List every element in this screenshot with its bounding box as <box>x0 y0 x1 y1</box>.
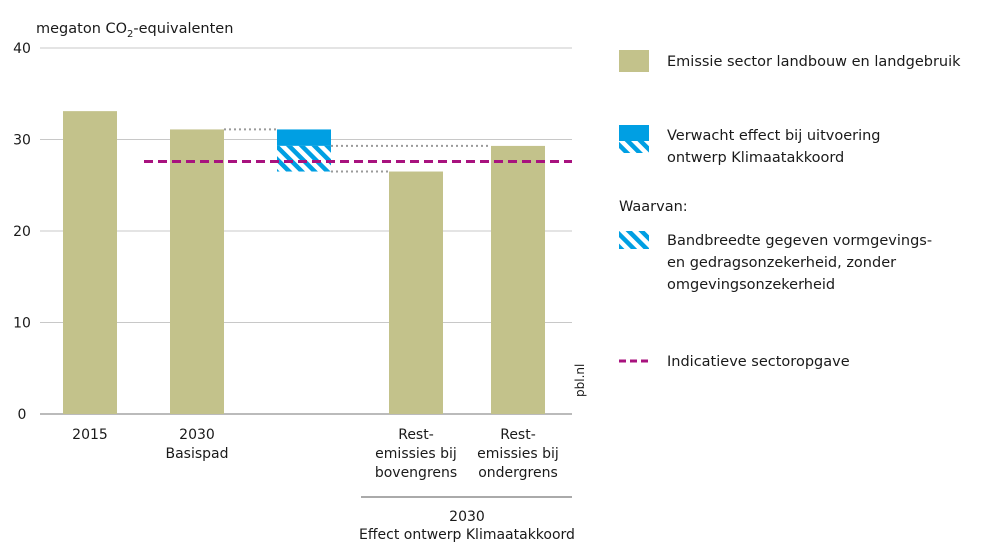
y-axis-title-suffix: -equivalenten <box>133 21 233 37</box>
legend: Emissie sector landbouw en landgebruik Ve… <box>619 50 961 370</box>
x-tick-label: 2030 <box>179 427 215 443</box>
x-tick-label: emissies bij <box>375 446 457 462</box>
y-axis-title: megaton CO2-equivalenten <box>36 21 233 40</box>
group-label: Effect ontwerp Klimaatakkoord <box>359 527 575 543</box>
x-tick-label: Basispad <box>165 446 228 462</box>
y-tick-label: 30 <box>13 133 31 149</box>
x-tick-label: Rest- <box>398 427 434 443</box>
legend-swatch-bar <box>619 50 649 72</box>
legend-swatch-effect-hatch <box>619 141 649 153</box>
legend-label: ontwerp Klimaatakkoord <box>667 150 844 166</box>
bar <box>491 145 545 414</box>
y-tick-label: 10 <box>13 316 31 332</box>
bar <box>170 129 224 414</box>
y-tick-label: 0 <box>18 407 27 423</box>
y-tick-labels: 0 10 20 30 40 <box>13 41 31 423</box>
legend-label: Indicatieve sectoropgave <box>667 354 850 370</box>
watermark: pbl.nl <box>573 364 587 397</box>
x-tick-label: emissies bij <box>477 446 559 462</box>
bar <box>63 111 117 414</box>
y-tick-label: 40 <box>13 41 31 57</box>
legend-label: Verwacht effect bij uitvoering <box>667 128 881 144</box>
legend-swatch-effect <box>619 125 649 141</box>
x-tick-label: ondergrens <box>478 465 558 481</box>
legend-label: omgevingsonzekerheid <box>667 277 835 293</box>
bar <box>389 171 443 414</box>
effect-range <box>277 129 331 172</box>
category-group: 2030 Effect ontwerp Klimaatakkoord <box>359 496 575 543</box>
legend-label: en gedragsonzekerheid, zonder <box>667 255 896 271</box>
x-tick-label: bovengrens <box>375 465 457 481</box>
x-tick-label: 2015 <box>72 427 108 443</box>
x-tick-label: Rest- <box>500 427 536 443</box>
legend-label: Waarvan: <box>619 199 688 215</box>
legend-label: Bandbreedte gegeven vormgevings- <box>667 233 932 249</box>
x-tick-labels: 2015 2030 Basispad Rest-emissies bij bovengr… <box>72 427 559 481</box>
effect-solid <box>277 129 331 146</box>
effect-hatched <box>277 145 331 172</box>
y-axis-title-prefix: megaton CO <box>36 21 127 37</box>
legend-swatch-hatch <box>619 231 649 249</box>
bars <box>63 111 545 414</box>
legend-label: Emissie sector landbouw en landgebruik <box>667 54 961 70</box>
y-axis-title-subscript: 2 <box>127 29 133 40</box>
connector-lines <box>224 128 491 173</box>
group-label: 2030 <box>449 509 485 525</box>
y-tick-label: 20 <box>13 224 31 240</box>
